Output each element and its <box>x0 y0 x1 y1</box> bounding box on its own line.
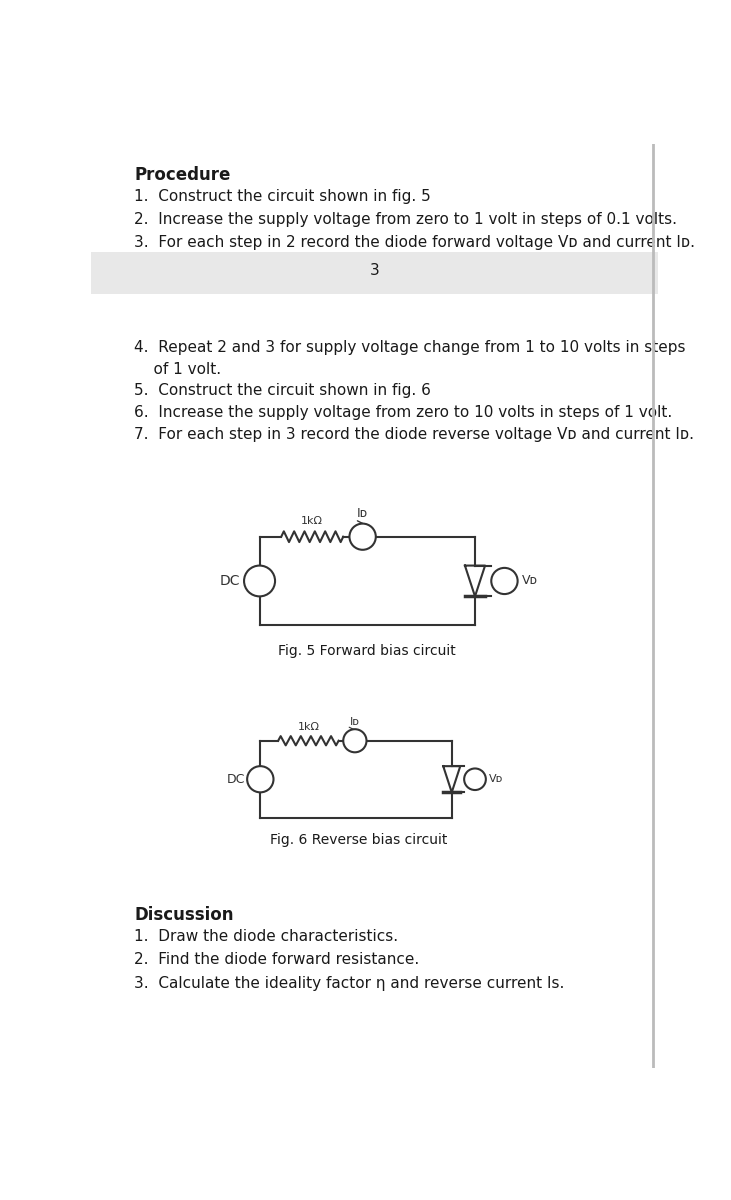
Text: DC: DC <box>227 773 245 786</box>
Text: 1.  Draw the diode characteristics.: 1. Draw the diode characteristics. <box>134 929 398 944</box>
Text: 3.  For each step in 2 record the diode forward voltage Vᴅ and current Iᴅ.: 3. For each step in 2 record the diode f… <box>134 235 695 250</box>
Text: Procedure: Procedure <box>134 166 230 184</box>
Text: A: A <box>358 530 367 544</box>
Text: 1kΩ: 1kΩ <box>298 721 319 732</box>
Text: Discussion: Discussion <box>134 906 233 924</box>
Bar <box>91 252 658 294</box>
Text: −: − <box>254 580 265 593</box>
Text: +: + <box>256 769 265 780</box>
Circle shape <box>344 730 366 752</box>
Text: Iᴅ: Iᴅ <box>350 716 360 727</box>
Text: 3.  Calculate the ideality factor η and reverse current Is.: 3. Calculate the ideality factor η and r… <box>134 976 564 991</box>
Circle shape <box>464 768 486 790</box>
Text: DC: DC <box>220 574 240 588</box>
Text: of 1 volt.: of 1 volt. <box>134 362 221 377</box>
Circle shape <box>349 523 376 550</box>
Text: 3: 3 <box>369 263 379 278</box>
Text: 1kΩ: 1kΩ <box>301 516 323 526</box>
Text: Fig. 5 Forward bias circuit: Fig. 5 Forward bias circuit <box>278 644 455 659</box>
Text: Fig. 6 Reverse bias circuit: Fig. 6 Reverse bias circuit <box>270 833 447 847</box>
Circle shape <box>247 766 273 792</box>
Text: Iᴅ: Iᴅ <box>357 506 368 520</box>
Text: 5.  Construct the circuit shown in fig. 6: 5. Construct the circuit shown in fig. 6 <box>134 384 431 398</box>
Text: Vᴅ: Vᴅ <box>489 774 504 785</box>
Text: 7.  For each step in 3 record the diode reverse voltage Vᴅ and current Iᴅ.: 7. For each step in 3 record the diode r… <box>134 426 694 442</box>
Text: A: A <box>351 736 359 745</box>
Text: V: V <box>471 774 479 785</box>
Text: V: V <box>500 575 509 588</box>
Text: Vᴅ: Vᴅ <box>521 575 537 588</box>
Circle shape <box>491 568 518 594</box>
Text: 1.  Construct the circuit shown in fig. 5: 1. Construct the circuit shown in fig. 5 <box>134 188 431 204</box>
Text: 2.  Find the diode forward resistance.: 2. Find the diode forward resistance. <box>134 953 420 967</box>
Text: 2.  Increase the supply voltage from zero to 1 volt in steps of 0.1 volts.: 2. Increase the supply voltage from zero… <box>134 211 677 227</box>
Text: +: + <box>254 569 265 582</box>
Text: 6.  Increase the supply voltage from zero to 10 volts in steps of 1 volt.: 6. Increase the supply voltage from zero… <box>134 406 673 420</box>
Circle shape <box>244 565 275 596</box>
Text: 4.  Repeat 2 and 3 for supply voltage change from 1 to 10 volts in steps: 4. Repeat 2 and 3 for supply voltage cha… <box>134 341 686 355</box>
